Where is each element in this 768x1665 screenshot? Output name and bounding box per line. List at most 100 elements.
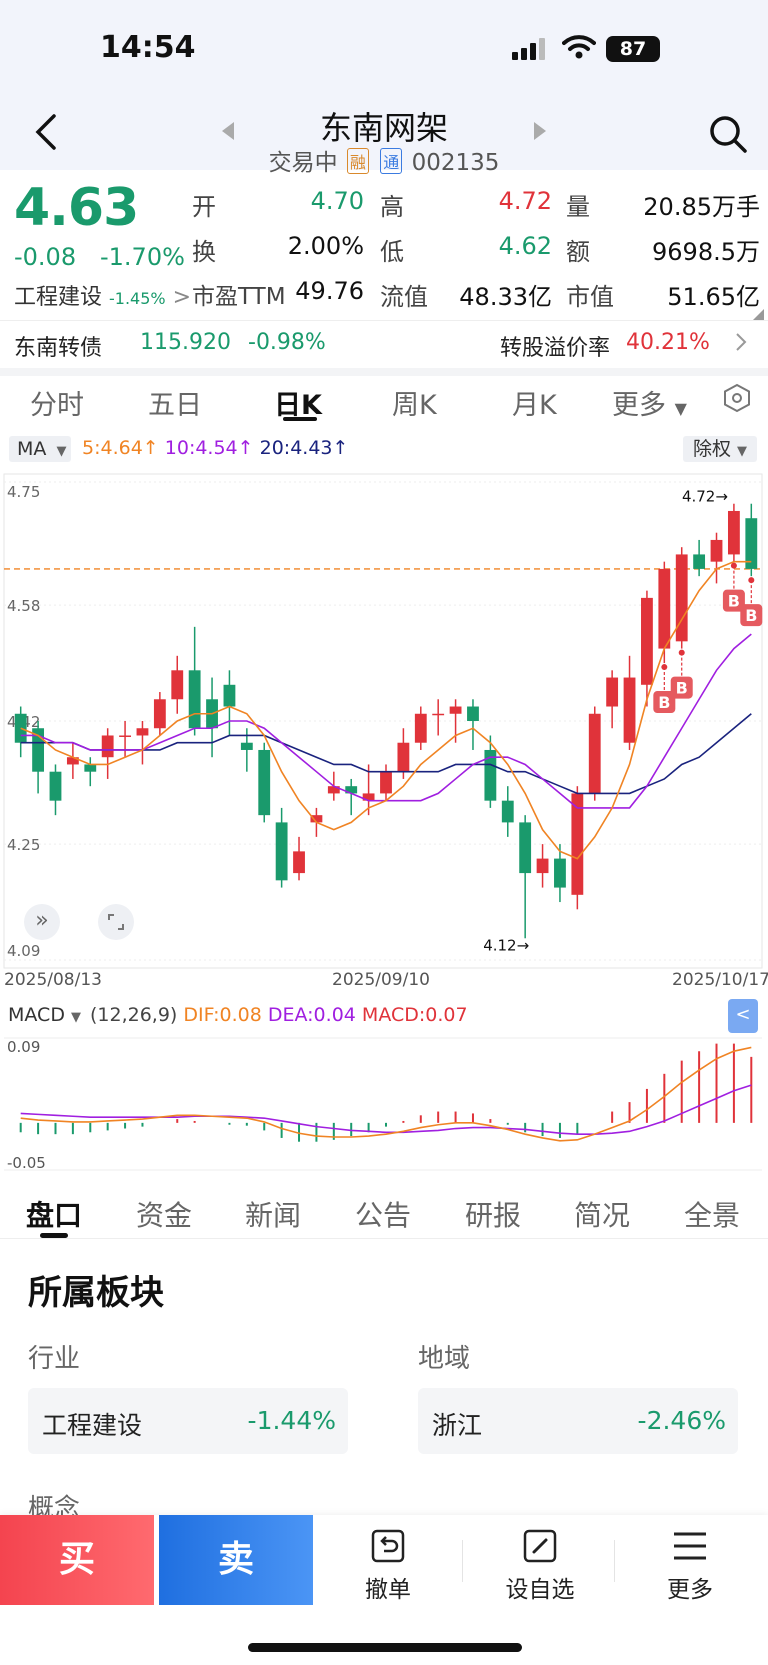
candle-body <box>658 568 671 649</box>
search-icon[interactable] <box>708 114 748 154</box>
industry-link[interactable]: 工程建设 -1.45% > <box>14 279 191 311</box>
industry-pct: -1.45% <box>109 289 166 308</box>
macd-chart[interactable]: 0.09 -0.05 <box>0 1030 768 1180</box>
adjust-label: 除权 <box>692 438 731 460</box>
high-value: 4.72 <box>498 187 552 215</box>
dif-line <box>20 1046 752 1142</box>
active-tab-indicator <box>283 417 317 421</box>
cancel-order-button[interactable]: 撤单 <box>328 1528 448 1604</box>
ma5-line <box>20 560 752 860</box>
tab-weekly-k[interactable]: 周K <box>392 390 437 421</box>
candle-body <box>153 699 166 729</box>
float-label: 流值 <box>380 283 428 311</box>
candle-body <box>745 518 758 569</box>
turnover-value: 2.00% <box>287 232 364 260</box>
open-value: 4.70 <box>310 187 364 215</box>
date-end: 2025/10/17 <box>672 970 768 990</box>
candle-body <box>136 728 149 736</box>
tab-profile[interactable]: 简况 <box>574 1199 631 1232</box>
back-icon[interactable] <box>28 112 68 152</box>
prev-stock-icon[interactable] <box>222 122 236 144</box>
volume-label: 量 <box>566 193 590 221</box>
dea-value: DEA:0.04 <box>267 1004 356 1026</box>
candle-body <box>623 677 636 743</box>
ma-label: MA <box>17 438 47 460</box>
tab-more[interactable]: 更多 ▼ <box>612 383 687 422</box>
tab-news[interactable]: 新闻 <box>245 1199 302 1232</box>
more-button[interactable]: 更多 <box>630 1528 750 1604</box>
mcap-label: 市值 <box>566 283 614 311</box>
premium-value: 40.21% <box>626 330 710 355</box>
candle-body <box>310 815 323 823</box>
macd-selector[interactable]: MACD ▼ <box>8 1004 81 1026</box>
tab-panorama[interactable]: 全景 <box>684 1199 741 1232</box>
candle-body <box>101 735 114 758</box>
tab-announcements[interactable]: 公告 <box>355 1199 412 1232</box>
candle-body <box>49 771 62 801</box>
region-card-name: 浙江 <box>432 1411 483 1440</box>
float-value: 48.33亿 <box>459 283 552 311</box>
price-change: -0.08 <box>14 243 77 271</box>
add-watchlist-button[interactable]: 设自选 <box>480 1528 600 1604</box>
buy-marker-badge <box>740 604 763 627</box>
candle-body <box>536 858 549 874</box>
caret-down-icon: ▼ <box>674 399 687 418</box>
caret-down-icon: ▼ <box>56 444 67 459</box>
collapse-panel-icon[interactable]: < <box>728 999 758 1033</box>
stock-title: 东南网架 <box>319 109 448 147</box>
candle-body <box>345 786 358 794</box>
more-label: 更多 <box>667 1577 713 1603</box>
ma20-value: 20:4.43 <box>259 437 333 459</box>
y-tick-label: 4.75 <box>7 483 40 501</box>
expand-arrows-icon[interactable]: » <box>24 904 60 940</box>
adjust-selector[interactable]: 除权 ▼ <box>683 436 757 462</box>
buy-marker-label: B <box>745 606 757 625</box>
region-card[interactable] <box>418 1388 738 1454</box>
ma-selector[interactable]: MA ▼ <box>9 436 71 462</box>
buy-marker-dot <box>661 664 668 671</box>
ma5-value: 5:4.64 <box>82 437 143 459</box>
current-price: 4.63 <box>14 178 139 238</box>
tab-five-day[interactable]: 五日 <box>148 390 202 421</box>
buy-marker-dot <box>748 577 755 584</box>
candle-body <box>32 728 45 772</box>
tab-daily-k[interactable]: 日K <box>274 390 322 421</box>
high-label: 高 <box>380 193 404 221</box>
fullscreen-icon[interactable] <box>98 904 134 940</box>
edit-icon <box>520 1528 560 1564</box>
tab-intraday[interactable]: 分时 <box>30 390 84 421</box>
buy-marker-label: B <box>676 679 688 698</box>
next-stock-icon[interactable] <box>532 122 546 144</box>
convertible-bond-row[interactable] <box>0 320 768 366</box>
candle-body <box>571 793 584 895</box>
industry-card[interactable] <box>28 1388 348 1454</box>
tab-funds[interactable]: 资金 <box>136 1199 193 1232</box>
macd-label: MACD <box>8 1004 65 1026</box>
industry-name: 工程建设 <box>14 285 103 310</box>
tab-monthly-k[interactable]: 月K <box>512 390 557 421</box>
tab-research[interactable]: 研报 <box>465 1199 522 1232</box>
chevron-right-icon: > <box>172 285 192 310</box>
home-indicator <box>248 1643 522 1652</box>
dea-line <box>20 1084 752 1135</box>
candle-body <box>501 800 514 823</box>
expand-corner-icon[interactable] <box>752 306 764 325</box>
wifi-icon <box>562 34 596 64</box>
amount-value: 9698.5万 <box>652 238 760 266</box>
tab-pankou[interactable]: 盘口 <box>26 1199 83 1232</box>
sell-button[interactable]: 卖 <box>159 1515 313 1605</box>
open-label: 开 <box>192 193 216 221</box>
buy-button[interactable]: 买 <box>0 1515 154 1605</box>
settings-hexagon-icon[interactable] <box>722 383 752 417</box>
margin-tag: 融 <box>346 148 369 174</box>
up-arrow-icon: ↑ <box>332 437 349 459</box>
bond-name: 东南转债 <box>14 336 103 361</box>
candle-body <box>710 539 723 562</box>
divider <box>0 1238 768 1239</box>
divider <box>614 1540 615 1582</box>
candle-body <box>432 713 445 716</box>
menu-icon <box>670 1528 710 1564</box>
connect-tag: 通 <box>380 148 403 174</box>
battery-icon: 87 <box>606 36 660 62</box>
